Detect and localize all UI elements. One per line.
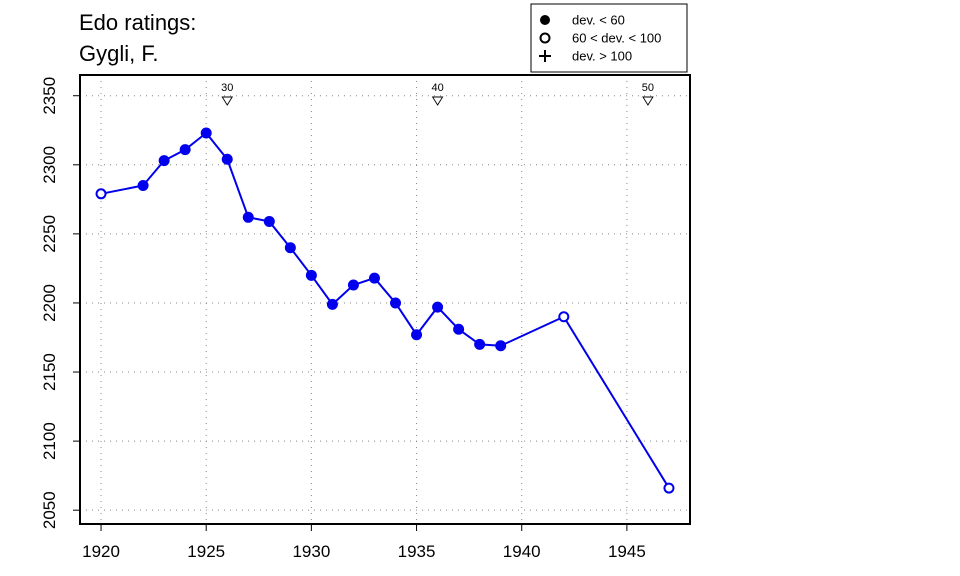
legend-entry-label: 60 < dev. < 100 — [572, 31, 661, 46]
x-tick-label: 1935 — [398, 542, 436, 561]
age-marker-triangle — [642, 96, 654, 106]
data-point — [453, 323, 465, 335]
data-point — [284, 242, 296, 254]
x-tick-label: 1930 — [292, 542, 330, 561]
data-point — [474, 338, 486, 350]
data-point — [263, 215, 275, 227]
y-tick-label: 2250 — [40, 215, 59, 253]
data-point — [179, 144, 191, 156]
legend-entry-label: dev. > 100 — [572, 49, 632, 64]
y-tick-label: 2200 — [40, 284, 59, 322]
y-tick-label: 2150 — [40, 353, 59, 391]
age-marker-label: 30 — [221, 82, 233, 94]
y-tick-label: 2050 — [40, 491, 59, 529]
data-point — [663, 482, 675, 494]
plot-frame — [79, 74, 691, 525]
x-tick-label: 1945 — [608, 542, 646, 561]
data-point — [390, 297, 402, 309]
data-point — [347, 279, 359, 291]
legend: dev. < 60 60 < dev. < 100 dev. > 100 — [530, 3, 688, 73]
chart-title-line1: Edo ratings: — [79, 10, 196, 35]
data-point — [368, 272, 380, 284]
y-tick-label: 2350 — [40, 77, 59, 115]
age-markers: 30 40 50 — [221, 82, 654, 106]
data-point — [432, 301, 444, 313]
x-tick-label: 1925 — [187, 542, 225, 561]
data-point — [158, 155, 170, 167]
legend-marker-plus — [539, 50, 551, 62]
data-point — [326, 298, 338, 310]
data-point — [411, 329, 423, 341]
legend-box — [530, 3, 688, 73]
y-tick-label: 2100 — [40, 422, 59, 460]
data-point — [495, 340, 507, 352]
y-tick-label: 2300 — [40, 146, 59, 184]
data-point — [95, 188, 107, 200]
series-line — [100, 131, 670, 489]
x-tick-label: 1920 — [82, 542, 120, 561]
age-marker-triangle — [221, 96, 234, 106]
x-axis: 1920 1925 1930 1935 1940 1945 — [82, 524, 646, 561]
legend-marker-filled — [540, 15, 550, 25]
data-point — [242, 211, 254, 223]
data-point — [137, 180, 149, 192]
x-tick-label: 1940 — [503, 542, 541, 561]
rating-series — [95, 127, 675, 494]
age-marker-label: 40 — [431, 82, 443, 94]
data-point — [200, 127, 212, 139]
legend-entry-label: dev. < 60 — [572, 13, 625, 28]
legend-marker-open — [539, 32, 551, 44]
age-marker-label: 50 — [642, 82, 654, 94]
y-axis: 2050 2100 2150 2200 2250 2300 2350 — [40, 77, 80, 529]
data-point — [305, 269, 317, 281]
grid-lines — [80, 75, 690, 524]
chart-title-line2: Gygli, F. — [79, 41, 158, 66]
data-point — [221, 153, 233, 165]
data-point — [558, 311, 570, 323]
age-marker-triangle — [431, 96, 444, 106]
